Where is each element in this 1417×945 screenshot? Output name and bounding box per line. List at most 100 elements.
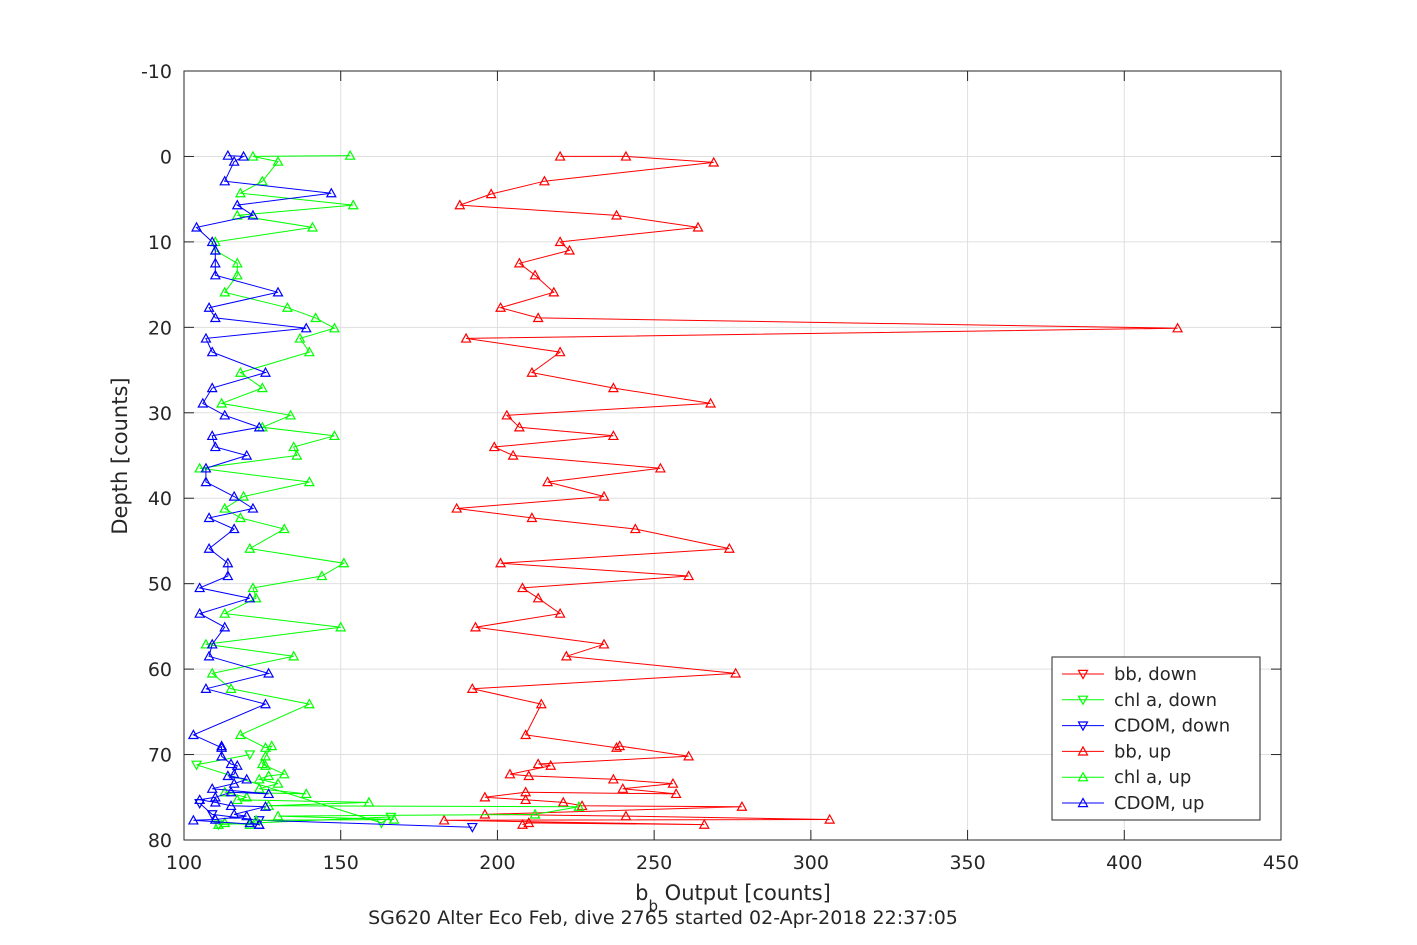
data-point	[520, 794, 532, 805]
data-point	[516, 818, 529, 829]
series-line	[199, 155, 579, 826]
data-point	[335, 621, 347, 632]
data-point	[209, 257, 221, 268]
data-point	[238, 150, 250, 161]
data-point	[244, 817, 256, 828]
data-point	[328, 430, 340, 441]
y-axis-label: Depth [counts]	[108, 377, 132, 534]
data-point	[560, 650, 572, 661]
data-point	[241, 810, 253, 821]
data-point	[231, 759, 243, 770]
data-point	[256, 382, 268, 393]
data-point	[263, 770, 275, 781]
data-point	[200, 476, 212, 487]
data-point	[300, 322, 312, 333]
y-tick-label: 30	[148, 403, 172, 425]
data-point	[535, 698, 547, 709]
data-point	[253, 773, 265, 784]
data-point	[187, 729, 199, 740]
data-point	[526, 366, 538, 377]
data-point	[554, 150, 566, 161]
data-point	[466, 683, 478, 693]
data-point	[209, 791, 221, 802]
data-point	[526, 512, 538, 523]
data-point	[563, 244, 576, 255]
data-point	[573, 800, 585, 811]
data-point	[206, 346, 218, 357]
data-point	[495, 557, 507, 568]
data-point	[272, 155, 284, 166]
y-tick-label: 0	[160, 146, 172, 168]
data-point	[206, 382, 218, 393]
legend-item: CDOM, up	[1062, 793, 1204, 814]
data-point	[554, 346, 566, 357]
data-point	[617, 782, 629, 793]
data-point	[259, 800, 272, 811]
data-point	[520, 729, 532, 740]
data-point	[291, 449, 303, 460]
data-point	[460, 332, 472, 343]
data-point	[200, 332, 212, 343]
data-point	[253, 818, 265, 829]
data-point	[244, 750, 256, 761]
data-point	[222, 149, 234, 160]
data-point	[705, 397, 717, 408]
legend-label: chl a, down	[1114, 690, 1217, 711]
x-axis-label: bb Output [counts]	[635, 881, 831, 915]
data-point	[250, 592, 262, 603]
data-point	[200, 638, 212, 649]
data-point	[272, 286, 284, 297]
data-point	[272, 810, 284, 821]
data-point	[225, 786, 237, 797]
data-point	[219, 502, 231, 513]
data-point	[598, 490, 610, 501]
data-point	[238, 490, 250, 501]
series-chl-a-up	[194, 149, 585, 829]
data-point	[259, 366, 272, 377]
data-point	[654, 462, 666, 473]
data-point	[234, 366, 246, 377]
data-point	[683, 750, 695, 761]
data-point	[216, 397, 228, 408]
data-point	[532, 592, 544, 603]
data-point	[620, 150, 632, 161]
data-point	[538, 175, 550, 186]
data-point	[209, 796, 221, 807]
data-point	[259, 750, 272, 761]
data-point	[576, 800, 588, 811]
data-point	[495, 301, 507, 312]
data-point	[187, 814, 199, 825]
data-point	[225, 800, 237, 811]
data-point	[620, 810, 632, 821]
data-point	[241, 791, 253, 802]
data-point	[263, 667, 275, 678]
data-point	[542, 476, 554, 487]
data-point	[285, 409, 297, 420]
data-point	[194, 582, 206, 593]
legend-item: CDOM, down	[1062, 716, 1230, 737]
data-point	[209, 244, 221, 255]
data-point	[209, 312, 221, 323]
legend-label: bb, down	[1114, 664, 1197, 685]
data-point	[200, 683, 212, 693]
data-point	[504, 768, 516, 779]
data-point	[529, 808, 541, 819]
data-point	[545, 759, 557, 770]
data-point	[344, 149, 356, 160]
legend-item: chl a, down	[1062, 690, 1217, 711]
data-point	[611, 741, 623, 752]
data-point	[206, 236, 218, 247]
data-point	[310, 312, 322, 323]
data-point	[231, 269, 243, 280]
data-point	[466, 822, 478, 833]
data-point	[281, 301, 293, 312]
data-point	[200, 462, 212, 473]
data-point	[203, 512, 215, 523]
series-line	[192, 155, 332, 826]
data-point	[347, 199, 359, 210]
data-point	[219, 286, 231, 297]
data-point	[228, 777, 240, 788]
data-point	[316, 570, 328, 581]
data-point	[197, 397, 209, 408]
data-point	[607, 773, 619, 784]
